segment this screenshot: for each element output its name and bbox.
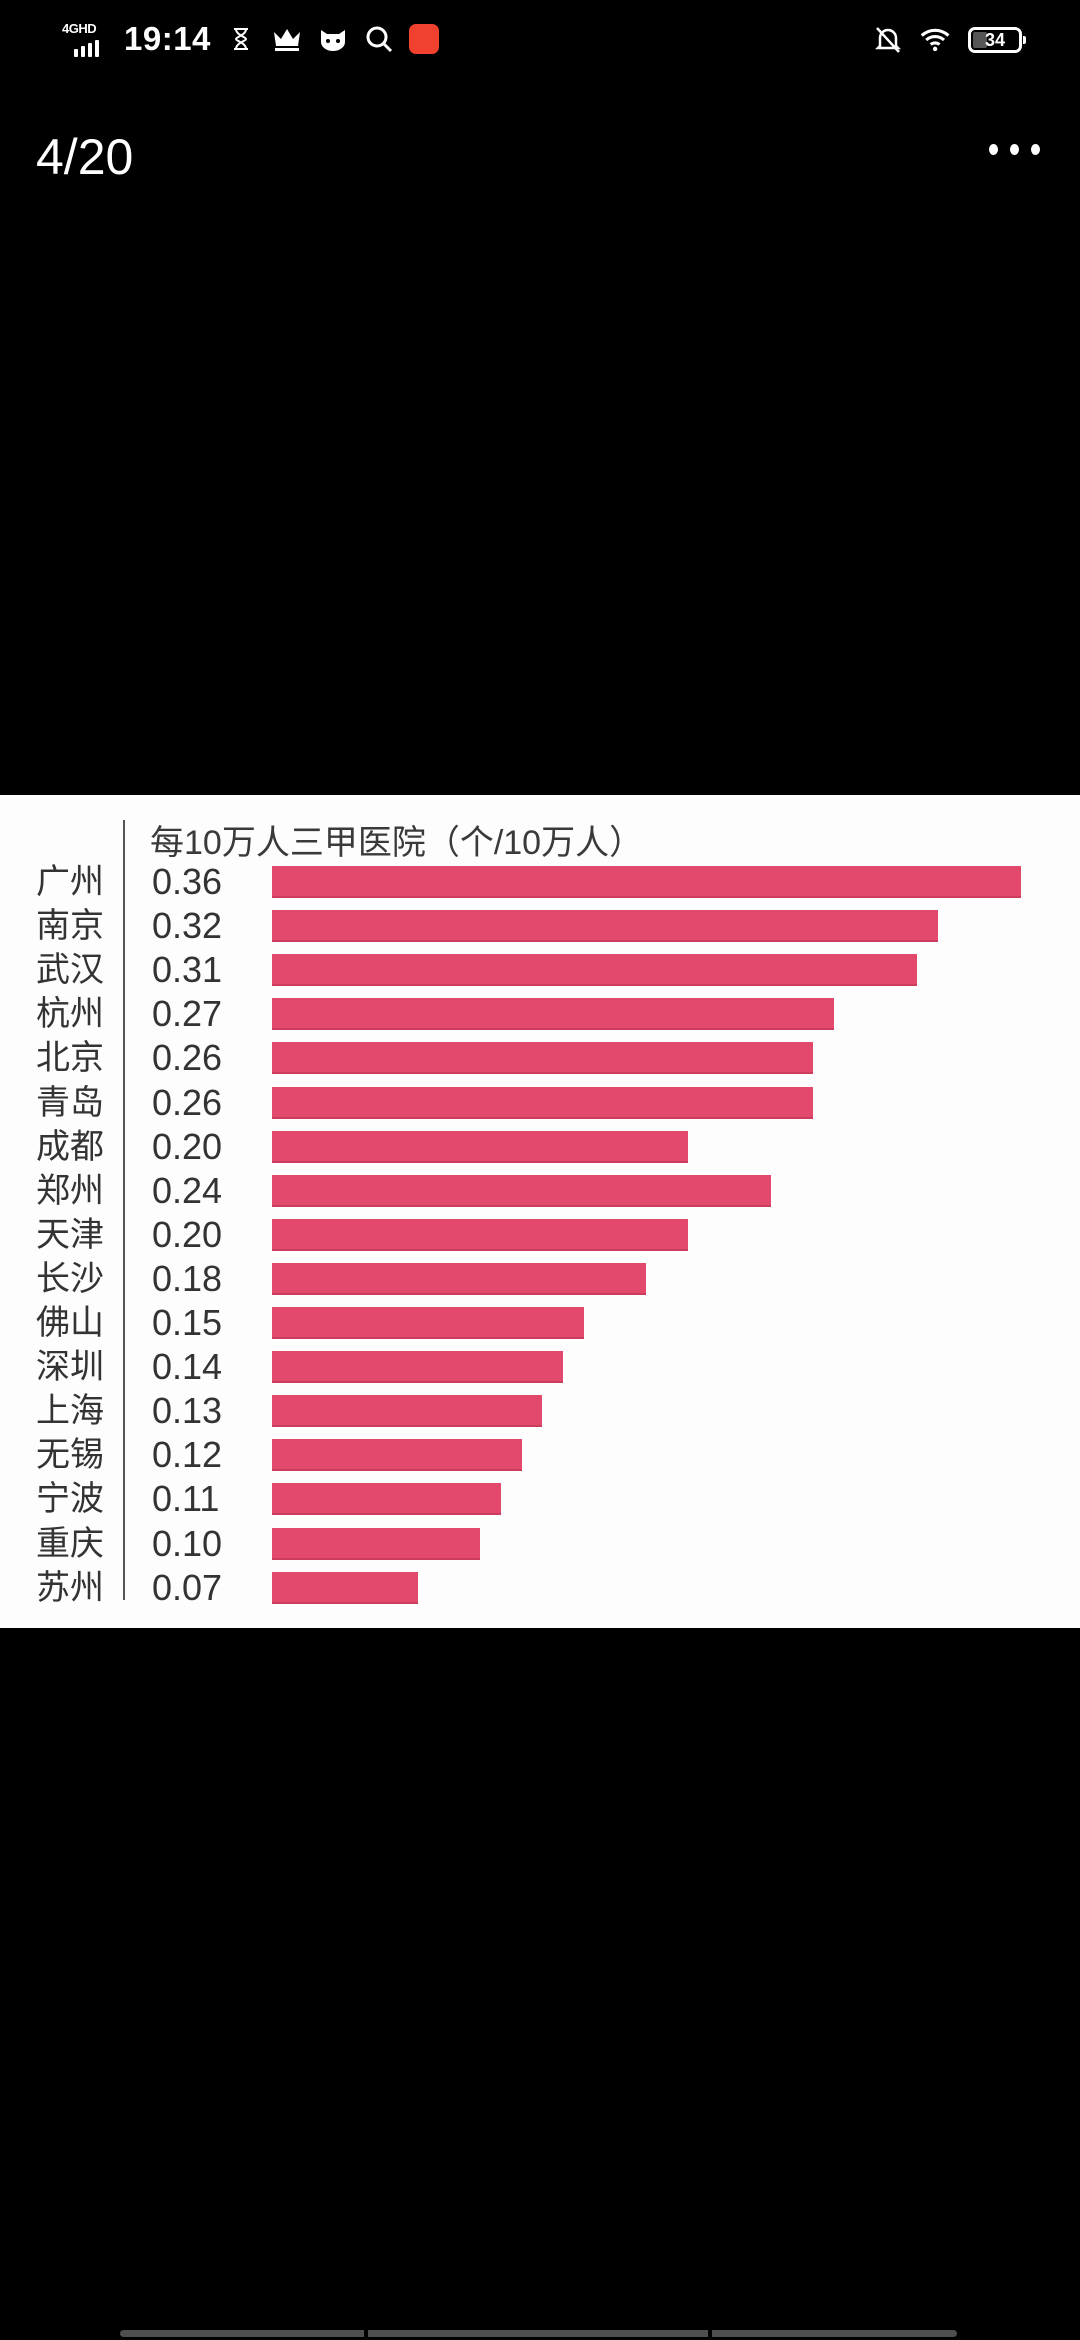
bar	[272, 1262, 646, 1295]
category-label: 宁波	[36, 1480, 104, 1519]
value-label: 0.07	[152, 1566, 223, 1608]
more-options-button[interactable]	[989, 144, 1040, 155]
network-type-label: 4GHD	[62, 21, 97, 36]
viewer-top-bar: 4/20	[0, 120, 1080, 200]
bar	[272, 1042, 813, 1075]
bar-row: 青岛 0.26	[0, 1081, 1080, 1125]
bar	[272, 1086, 813, 1119]
search-icon	[363, 23, 395, 55]
value-label: 0.14	[152, 1346, 223, 1388]
cat-face-icon	[317, 23, 349, 55]
value-label: 0.12	[152, 1434, 223, 1476]
crown-icon	[271, 23, 303, 55]
value-label: 0.27	[152, 993, 223, 1035]
bar	[272, 1218, 688, 1251]
value-label: 0.18	[152, 1257, 223, 1299]
bar-row: 佛山 0.15	[0, 1301, 1080, 1345]
bar	[272, 954, 917, 987]
bar-row: 无锡 0.12	[0, 1433, 1080, 1477]
value-label: 0.26	[152, 1081, 223, 1123]
value-label: 0.20	[152, 1125, 223, 1167]
category-label: 成都	[36, 1127, 104, 1166]
bar	[272, 1439, 522, 1472]
category-label: 杭州	[36, 995, 104, 1034]
category-label: 上海	[36, 1392, 104, 1431]
scroll-indicator	[120, 2330, 957, 2337]
bar	[272, 1527, 480, 1560]
wifi-icon	[920, 24, 952, 56]
category-label: 南京	[36, 907, 104, 946]
bar-row: 成都 0.20	[0, 1125, 1080, 1169]
chart-image[interactable]: 每10万人三甲医院（个/10万人） 广州 0.36 南京 0.32 武汉 0.31 杭州 0.…	[0, 795, 1080, 1628]
bar-row: 武汉 0.31	[0, 948, 1080, 992]
value-label: 0.11	[152, 1478, 220, 1520]
bar	[272, 1307, 584, 1339]
battery-level: 34	[984, 30, 1006, 50]
value-label: 0.24	[152, 1169, 223, 1211]
bar	[272, 866, 1021, 898]
bar	[272, 1571, 418, 1604]
cellular-signal-icon: 4GHD	[62, 21, 110, 57]
bar-row: 宁波 0.11	[0, 1477, 1080, 1521]
bar	[272, 1174, 771, 1207]
bar-row: 苏州 0.07	[0, 1566, 1080, 1610]
bar-row: 天津 0.20	[0, 1213, 1080, 1257]
value-label: 0.26	[152, 1037, 223, 1079]
bar	[272, 1351, 563, 1384]
category-label: 长沙	[36, 1259, 104, 1298]
bar-row: 长沙 0.18	[0, 1257, 1080, 1301]
bar-row: 杭州 0.27	[0, 992, 1080, 1036]
bar-row: 上海 0.13	[0, 1389, 1080, 1433]
category-label: 郑州	[36, 1171, 104, 1210]
bar	[272, 910, 938, 943]
bar-row: 北京 0.26	[0, 1036, 1080, 1080]
value-label: 0.31	[152, 949, 223, 991]
bar-row: 深圳 0.14	[0, 1345, 1080, 1389]
value-label: 0.15	[152, 1302, 223, 1343]
bar	[272, 998, 834, 1031]
status-bar: 4GHD 19:14 34	[0, 0, 1080, 80]
category-label: 苏州	[36, 1568, 104, 1607]
category-label: 广州	[36, 863, 104, 901]
value-label: 0.20	[152, 1213, 223, 1255]
chart-title: 每10万人三甲医院（个/10万人）	[150, 824, 644, 862]
page-counter: 4/20	[36, 129, 134, 185]
y-axis-line	[123, 820, 125, 1600]
bar-row: 广州 0.36	[0, 860, 1080, 904]
bar	[272, 1130, 688, 1163]
bar	[272, 1483, 501, 1516]
value-label: 0.32	[152, 905, 223, 947]
battery-icon: 34	[968, 27, 1026, 53]
bar-row: 重庆 0.10	[0, 1522, 1080, 1566]
value-label: 0.10	[152, 1522, 223, 1564]
value-label: 0.36	[152, 861, 223, 902]
category-label: 北京	[36, 1039, 104, 1078]
value-label: 0.13	[152, 1390, 223, 1432]
clock: 19:14	[124, 20, 211, 57]
bar-row: 郑州 0.24	[0, 1169, 1080, 1213]
hourglass-icon	[225, 23, 257, 55]
category-label: 天津	[36, 1215, 104, 1254]
category-label: 青岛	[36, 1083, 104, 1122]
category-label: 重庆	[36, 1524, 104, 1563]
category-label: 深圳	[36, 1348, 104, 1387]
category-label: 无锡	[36, 1436, 104, 1475]
category-label: 佛山	[36, 1304, 104, 1342]
bell-off-icon	[872, 24, 904, 56]
bar-row: 南京 0.32	[0, 904, 1080, 948]
category-label: 武汉	[36, 951, 104, 990]
more-dots-icon	[989, 144, 998, 155]
kuaishou-app-icon	[408, 24, 439, 54]
bar	[272, 1395, 542, 1428]
